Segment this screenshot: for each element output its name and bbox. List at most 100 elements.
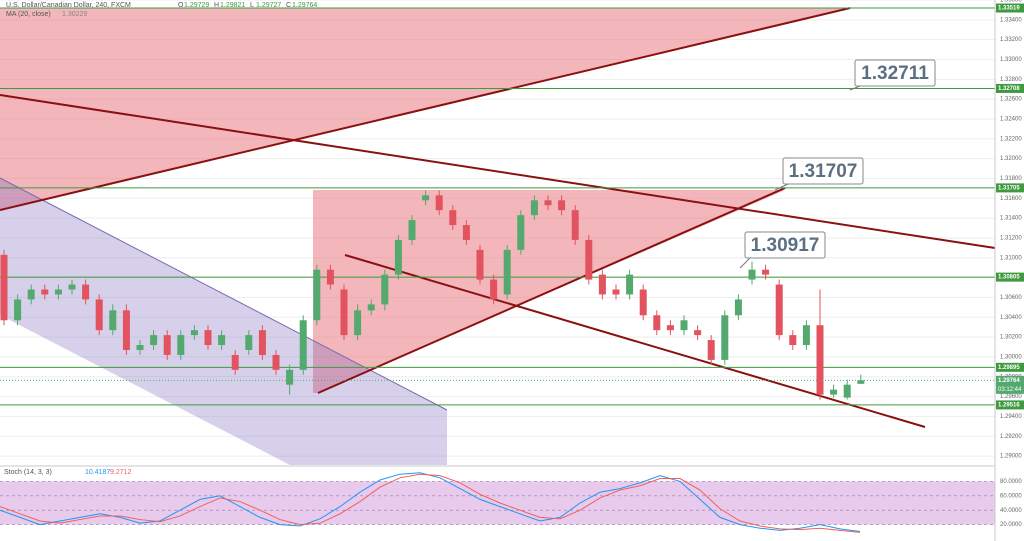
level-tag xyxy=(996,400,1024,410)
candle-body xyxy=(694,330,702,336)
candle-body xyxy=(286,369,294,385)
candle-body xyxy=(816,325,824,395)
y-tick-label: 1.31400 xyxy=(1000,216,1022,222)
level-label: 1.31705 xyxy=(998,185,1020,191)
candle-body xyxy=(707,340,715,360)
candle-body xyxy=(218,335,226,346)
ohlc-label: C xyxy=(286,2,291,9)
y-tick-label: 1.30200 xyxy=(1000,335,1022,341)
y-tick-label: 1.31200 xyxy=(1000,236,1022,242)
candle-body xyxy=(95,299,103,331)
ohlc-label: H xyxy=(214,2,219,9)
candle-body xyxy=(653,315,661,331)
candle-body xyxy=(802,325,810,346)
candle-body xyxy=(830,389,838,395)
y-tick-label: 1.31800 xyxy=(1000,176,1022,182)
callout-label: 1.32711 xyxy=(861,63,929,84)
y-tick-label: 1.33400 xyxy=(1000,17,1022,23)
stoch-line xyxy=(0,473,861,533)
candle-body xyxy=(462,225,470,240)
candle-body xyxy=(340,289,348,336)
candle-body xyxy=(381,274,389,305)
level-label: 1.33519 xyxy=(998,6,1020,12)
candle-body xyxy=(544,200,552,206)
indicator-name: MA (20, close) xyxy=(6,11,51,18)
candle-body xyxy=(163,335,171,355)
candle-body xyxy=(150,335,158,346)
price-pane: 1.32711 1.31707 1.30917 xyxy=(0,7,995,406)
candle-body xyxy=(843,384,851,398)
candle-body xyxy=(571,210,579,240)
candle-body xyxy=(558,200,566,211)
y-tick-label: 20.0000 xyxy=(1000,522,1022,528)
y-tick-label: 1.29400 xyxy=(1000,414,1022,420)
candle-body xyxy=(27,289,35,300)
candle-body xyxy=(177,335,185,355)
candle-body xyxy=(82,284,90,300)
candle-body xyxy=(721,315,729,360)
callout-box xyxy=(854,59,936,87)
candle-body xyxy=(408,220,416,240)
symbol-title: U.S. Dollar/Canadian Dollar, 240, FXCM xyxy=(6,2,131,9)
level-tag xyxy=(996,183,1024,193)
candle-body xyxy=(394,239,402,275)
candle-body xyxy=(734,299,742,316)
candle-body xyxy=(517,215,525,250)
candle-body xyxy=(612,289,620,295)
level-label: 1.29895 xyxy=(998,365,1020,371)
level-tag xyxy=(996,362,1024,372)
candle-body xyxy=(449,210,457,226)
y-tick-label: 1.31000 xyxy=(1000,255,1022,261)
last-price-tag xyxy=(996,375,1024,394)
candle-body xyxy=(598,274,606,295)
candle-body xyxy=(245,335,253,350)
trend-line xyxy=(344,254,926,428)
candle-body xyxy=(490,279,498,300)
stoch-title: Stoch (14, 3, 3) xyxy=(4,469,52,476)
candle-body xyxy=(136,345,144,350)
channel-line xyxy=(0,177,448,411)
y-tick-label: 1.32800 xyxy=(1000,77,1022,83)
candle-body xyxy=(857,380,865,384)
candle-body xyxy=(476,249,484,280)
y-tick-label: 1.30600 xyxy=(1000,295,1022,301)
ohlc-value: 1.29764 xyxy=(292,2,317,9)
indicator-value: 1.30229 xyxy=(62,11,87,18)
stoch-band xyxy=(0,481,995,525)
axis-labels: 1.290001.292001.294001.296001.298001.300… xyxy=(996,0,1024,528)
candle-body xyxy=(109,310,117,331)
stoch-pane xyxy=(0,472,995,533)
candle-body xyxy=(326,269,334,285)
y-tick-label: 1.33000 xyxy=(1000,57,1022,63)
candle-body xyxy=(54,289,62,295)
level-label: 1.30805 xyxy=(998,275,1020,281)
level-tag xyxy=(996,3,1024,13)
level-tag xyxy=(996,83,1024,93)
callout-label: 1.31707 xyxy=(789,161,858,182)
ohlc-value: 1.29727 xyxy=(256,2,281,9)
candle-body xyxy=(190,330,198,336)
trend-line xyxy=(0,94,996,249)
y-tick-label: 1.33200 xyxy=(1000,37,1022,43)
level-label: 1.32708 xyxy=(998,86,1020,92)
ohlc-value: 1.29821 xyxy=(220,2,245,9)
ohlc-label: L xyxy=(250,2,254,9)
callout-box xyxy=(782,157,864,185)
candle-body xyxy=(530,200,538,216)
header: U.S. Dollar/Canadian Dollar, 240, FXCM M… xyxy=(4,2,317,476)
y-tick-label: 40.0000 xyxy=(1000,508,1022,514)
candle-body xyxy=(422,195,430,201)
y-tick-label: 1.29600 xyxy=(1000,394,1022,400)
y-tick-label: 1.33600 xyxy=(1000,0,1022,4)
candle-body xyxy=(204,330,212,346)
candle-body xyxy=(68,284,76,290)
y-tick-label: 1.30000 xyxy=(1000,355,1022,361)
ohlc-label: O xyxy=(178,2,184,9)
y-tick-label: 80.0000 xyxy=(1000,479,1022,485)
y-tick-label: 1.32000 xyxy=(1000,156,1022,162)
candle-body xyxy=(313,269,321,321)
candle-body xyxy=(41,289,49,295)
candle-body xyxy=(435,195,443,211)
candle-body xyxy=(585,239,593,280)
